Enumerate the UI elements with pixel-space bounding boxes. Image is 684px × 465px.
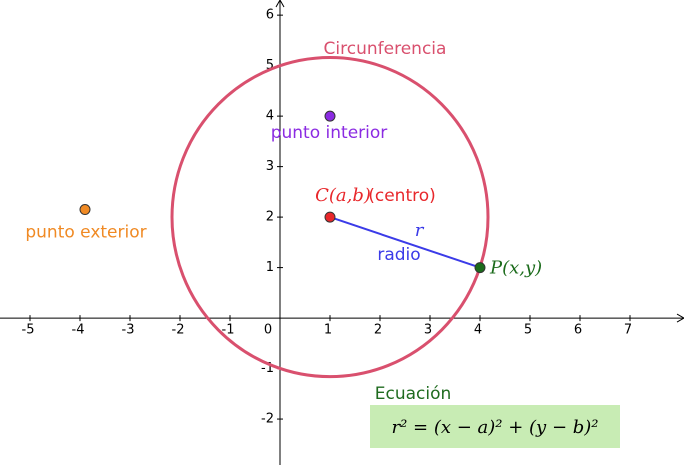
x-tick-label: 1 — [324, 323, 332, 338]
point-label: punto interior — [271, 123, 388, 143]
x-tick-label: -5 — [22, 323, 35, 338]
y-tick-label: 3 — [266, 159, 274, 174]
y-tick-label: 5 — [266, 58, 274, 73]
y-tick-label: -2 — [261, 412, 274, 427]
x-tick-label: 6 — [574, 323, 582, 338]
equation-title: Ecuación — [375, 384, 452, 404]
point-label: C(a,b) — [315, 185, 371, 206]
x-tick-label: 2 — [374, 323, 382, 338]
y-tick-label: 1 — [266, 260, 274, 275]
x-tick-label: 7 — [624, 323, 632, 338]
radius-segment — [329, 216, 481, 269]
y-tick-label: 6 — [266, 8, 274, 23]
point-label: punto exterior — [25, 223, 146, 243]
point — [79, 204, 91, 216]
circle — [170, 56, 490, 379]
equation-box — [370, 405, 620, 448]
point — [324, 211, 336, 223]
x-tick-label: -1 — [222, 323, 235, 338]
equation-formula: r² = (x − a)² + (y − b)² — [391, 417, 598, 438]
x-arrow — [676, 313, 684, 323]
point-note: (centro) — [368, 186, 436, 206]
x-tick-label: -2 — [172, 323, 185, 338]
x-tick-label: 3 — [424, 323, 432, 338]
x-tick-label: -4 — [72, 323, 85, 338]
x-tick-label: 5 — [524, 323, 532, 338]
y-tick-label: 4 — [266, 109, 274, 124]
y-arrow — [275, 0, 285, 8]
x-tick-label: 4 — [474, 323, 482, 338]
point — [324, 110, 336, 122]
segment-caption: radio — [377, 245, 420, 265]
x-tick-label: 0 — [264, 323, 272, 338]
y-tick-label: 2 — [266, 210, 274, 225]
circle-label: Circunferencia — [324, 39, 447, 59]
point — [474, 262, 486, 274]
segment-label: r — [415, 220, 425, 241]
x-tick-label: -3 — [122, 323, 135, 338]
point-label: P(x,y) — [489, 258, 542, 279]
